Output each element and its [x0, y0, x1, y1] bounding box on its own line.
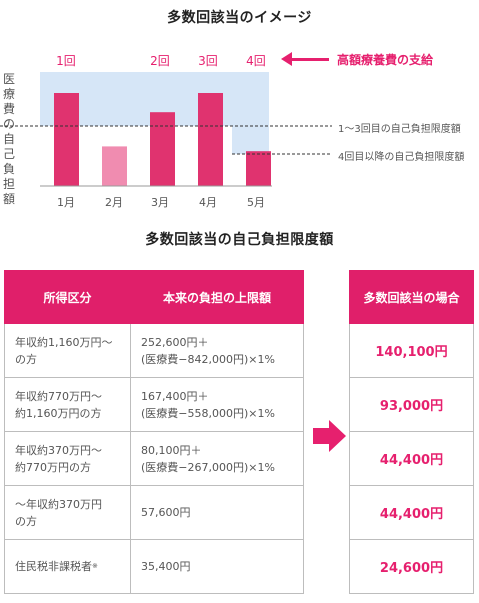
bar-5 — [246, 151, 271, 186]
multiple-limit-cell: 24,600円 — [349, 539, 474, 594]
x-tick-feb: 2月 — [105, 196, 123, 209]
income-category-cell: 住民税非課税者※ — [4, 539, 131, 594]
limit-line-1: 57,600円 — [141, 506, 191, 519]
chart-title: 多数回該当のイメージ — [167, 10, 312, 26]
table-row: 年収約770万円〜 約1,160万円の方 167,400円＋ (医療費−558,00… — [4, 377, 304, 432]
legend-arrow-icon — [281, 52, 292, 66]
table-row: 140,100円 — [349, 323, 474, 378]
income-line-1: 住民税非課税者 — [15, 560, 92, 573]
limit-line-2: (医療費−267,000円)×1% — [141, 460, 275, 474]
legend-arrow-line — [291, 58, 329, 61]
limit-cell: 57,600円 — [130, 485, 304, 540]
count-label-jan: 1回 — [56, 54, 76, 68]
legend-label: 高額療養費の支給 — [337, 53, 434, 67]
table-header-row: 所得区分 本来の負担の上限額 — [4, 270, 304, 324]
threshold-label-4: 4回目以降の自己負担限度額 — [338, 152, 465, 163]
income-category-cell: 〜年収約370万円 の方 — [4, 485, 131, 540]
limit-line-1: 167,400円＋ — [141, 389, 209, 403]
bars-group — [54, 93, 271, 186]
header-original-limit: 本来の負担の上限額 — [130, 270, 304, 324]
table-row: 24,600円 — [349, 539, 474, 594]
threshold-label-1-3: 1〜3回目の自己負担限度額 — [338, 124, 461, 135]
x-tick-may: 5月 — [247, 196, 265, 209]
table-row: 住民税非課税者※ 35,400円 — [4, 539, 304, 594]
income-line-1: 年収約770万円〜 — [15, 389, 102, 403]
multiple-limit-cell: 93,000円 — [349, 377, 474, 432]
limit-line-1: 252,600円＋ — [141, 335, 209, 349]
multiple-limit-cell: 44,400円 — [349, 431, 474, 486]
income-line-2: 約1,160万円の方 — [15, 406, 102, 420]
multiple-limit-cell: 44,400円 — [349, 485, 474, 540]
limit-table: 所得区分 本来の負担の上限額 年収約1,160万円〜 の方 252,600円＋ (医… — [4, 270, 304, 594]
x-tick-mar: 3月 — [151, 196, 169, 209]
income-category-cell: 年収約770万円〜 約1,160万円の方 — [4, 377, 131, 432]
bar-4 — [198, 93, 223, 186]
bar-2 — [102, 146, 127, 186]
income-line-1: 年収約1,160万円〜 — [15, 335, 113, 349]
limit-cell: 80,100円＋ (医療費−267,000円)×1% — [130, 431, 304, 486]
income-line-2: の方 — [15, 514, 37, 528]
x-tick-jan: 1月 — [57, 196, 75, 209]
limit-cell: 167,400円＋ (医療費−558,000円)×1% — [130, 377, 304, 432]
count-label-may: 4回 — [246, 54, 266, 68]
limit-cell: 35,400円 — [130, 539, 304, 594]
bar-chart — [0, 72, 332, 187]
income-category-cell: 年収約370万円〜 約770万円の方 — [4, 431, 131, 486]
limit-line-1: 35,400円 — [141, 560, 191, 573]
limit-line-2: (医療費−558,000円)×1% — [141, 406, 275, 420]
right-arrow-body — [313, 428, 330, 444]
multiple-limit-cell: 140,100円 — [349, 323, 474, 378]
limit-line-1: 80,100円＋ — [141, 443, 202, 457]
side-header-row: 多数回該当の場合 — [349, 270, 474, 324]
income-category-cell: 年収約1,160万円〜 の方 — [4, 323, 131, 378]
limit-line-2: (医療費−842,000円)×1% — [141, 352, 275, 366]
table-row: 年収約1,160万円〜 の方 252,600円＋ (医療費−842,000円)×1% — [4, 323, 304, 378]
bar-1 — [54, 93, 79, 186]
table-row: 〜年収約370万円 の方 57,600円 — [4, 485, 304, 540]
income-line-1: 年収約370万円〜 — [15, 443, 102, 457]
multiple-count-table: 多数回該当の場合 140,100円 93,000円 44,400円 44,400… — [349, 270, 474, 594]
x-tick-apr: 4月 — [199, 196, 217, 209]
table-title: 多数回該当の自己負担限度額 — [145, 232, 334, 248]
table-row: 年収約370万円〜 約770万円の方 80,100円＋ (医療費−267,000円)… — [4, 431, 304, 486]
income-line-1: 〜年収約370万円 — [15, 497, 102, 511]
header-multiple-count: 多数回該当の場合 — [349, 270, 474, 324]
y-axis-label: 医療費の自己負担額 — [2, 72, 15, 206]
table-row: 44,400円 — [349, 485, 474, 540]
right-arrow-icon — [329, 420, 346, 452]
income-line-2: 約770万円の方 — [15, 460, 91, 474]
reimbursement-shade-lower — [232, 126, 269, 154]
footnote-mark: ※ — [92, 562, 98, 570]
limit-cell: 252,600円＋ (医療費−842,000円)×1% — [130, 323, 304, 378]
income-line-2: の方 — [15, 352, 37, 366]
bar-3 — [150, 112, 175, 186]
table-row: 44,400円 — [349, 431, 474, 486]
header-income-category: 所得区分 — [4, 270, 131, 324]
table-row: 93,000円 — [349, 377, 474, 432]
count-label-apr: 3回 — [198, 54, 218, 68]
count-label-mar: 2回 — [150, 54, 170, 68]
